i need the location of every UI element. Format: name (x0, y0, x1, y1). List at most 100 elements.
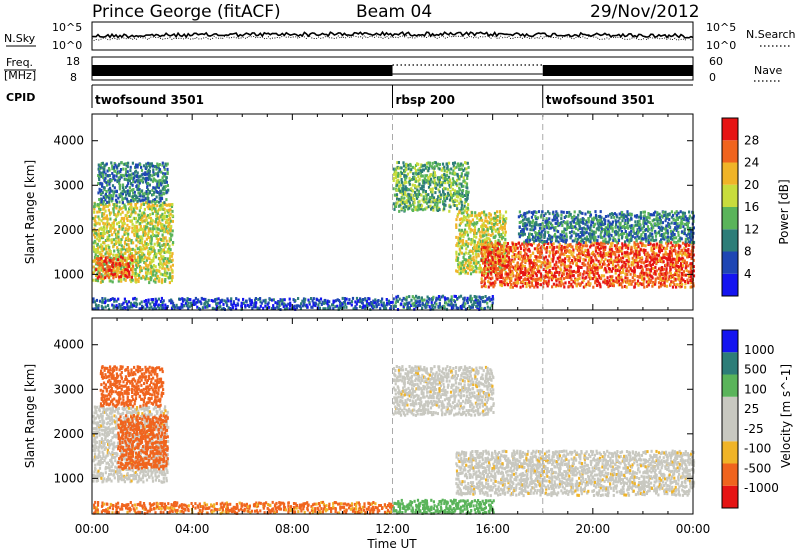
power-cell (527, 247, 531, 251)
power-cell (144, 197, 147, 201)
power-cell (662, 260, 665, 264)
power-cell (155, 185, 158, 189)
power-cell (459, 261, 462, 265)
power-cell (611, 220, 614, 224)
power-cell (671, 258, 674, 262)
power-cell (165, 198, 168, 202)
power-cell (163, 217, 166, 221)
power-cell (125, 170, 128, 174)
power-cell (601, 255, 604, 259)
power-cell (118, 277, 121, 281)
power-cell (146, 201, 149, 205)
power-cell (485, 213, 488, 217)
power-cell (126, 305, 129, 308)
power-cell (578, 227, 581, 230)
power-cell (587, 217, 590, 220)
power-cell (431, 180, 434, 184)
power-cell (436, 201, 439, 205)
power-cell (628, 218, 631, 222)
power-cell (142, 164, 146, 168)
power-cell (126, 265, 129, 269)
power-cell (146, 183, 149, 187)
power-cell (572, 280, 575, 284)
power-cell (115, 242, 118, 246)
power-cell (121, 272, 124, 276)
power-cell (658, 285, 661, 289)
power-cell (404, 185, 407, 189)
power-cell (434, 174, 437, 178)
power-cell (682, 251, 685, 255)
power-cell (130, 203, 133, 206)
power-cell (98, 275, 101, 279)
power-cell (475, 262, 478, 266)
power-cell (500, 273, 503, 277)
power-cell (102, 195, 105, 199)
power-cell (529, 285, 532, 289)
power-cell (556, 245, 559, 249)
power-cell (621, 244, 624, 248)
power-cell (151, 203, 154, 207)
power-cell (682, 259, 685, 263)
power-cell (602, 246, 605, 250)
power-cell (524, 224, 527, 228)
power-cell (621, 232, 624, 236)
power-cell (617, 254, 620, 258)
power-cell (161, 279, 164, 283)
power-cell (152, 259, 155, 263)
power-cell (165, 179, 168, 183)
power-cell (416, 188, 419, 192)
power-cell (536, 282, 539, 285)
power-cell (107, 167, 111, 170)
power-cell (133, 248, 137, 252)
power-cell (109, 252, 112, 255)
power-cell (100, 233, 103, 237)
power-cell (500, 251, 504, 255)
power-cell (472, 261, 475, 265)
power-cell (542, 268, 545, 271)
power-cell (125, 178, 128, 181)
power-cell (558, 280, 561, 284)
power-cell (540, 261, 543, 265)
power-cell (543, 227, 546, 230)
power-cell (311, 305, 314, 309)
power-cell (145, 299, 148, 302)
power-cell (451, 177, 455, 181)
power-cell (555, 229, 558, 233)
power-cell (548, 212, 551, 216)
power-cell (501, 255, 504, 259)
power-cell (125, 213, 128, 217)
power-cell (638, 250, 641, 254)
power-cell (534, 215, 537, 218)
power-cell (92, 300, 95, 304)
power-cell (92, 307, 95, 311)
power-cell (633, 268, 636, 272)
power-cell (645, 264, 648, 267)
power-cell (588, 232, 592, 236)
power-cell (584, 231, 587, 235)
power-cell (607, 227, 610, 231)
power-cell (119, 219, 122, 223)
power-cell (581, 238, 584, 242)
power-cell (101, 202, 104, 206)
power-cell (104, 176, 107, 180)
power-cell (177, 306, 181, 310)
power-cell (408, 176, 411, 180)
power-cell (517, 264, 520, 268)
power-cell (162, 236, 165, 240)
power-cell (480, 243, 483, 246)
power-cell (129, 261, 132, 265)
power-cell (558, 223, 561, 227)
power-cell (666, 261, 669, 265)
power-cell (101, 298, 104, 302)
power-cell (483, 281, 486, 285)
power-cell (462, 176, 465, 180)
power-cell (222, 302, 225, 306)
power-cell (157, 164, 160, 168)
power-cell (533, 266, 536, 269)
power-cell (105, 181, 108, 185)
power-cell (122, 245, 126, 249)
power-cell (94, 215, 97, 219)
power-cell (589, 240, 592, 244)
power-cell (393, 207, 396, 211)
power-cell (669, 269, 672, 273)
